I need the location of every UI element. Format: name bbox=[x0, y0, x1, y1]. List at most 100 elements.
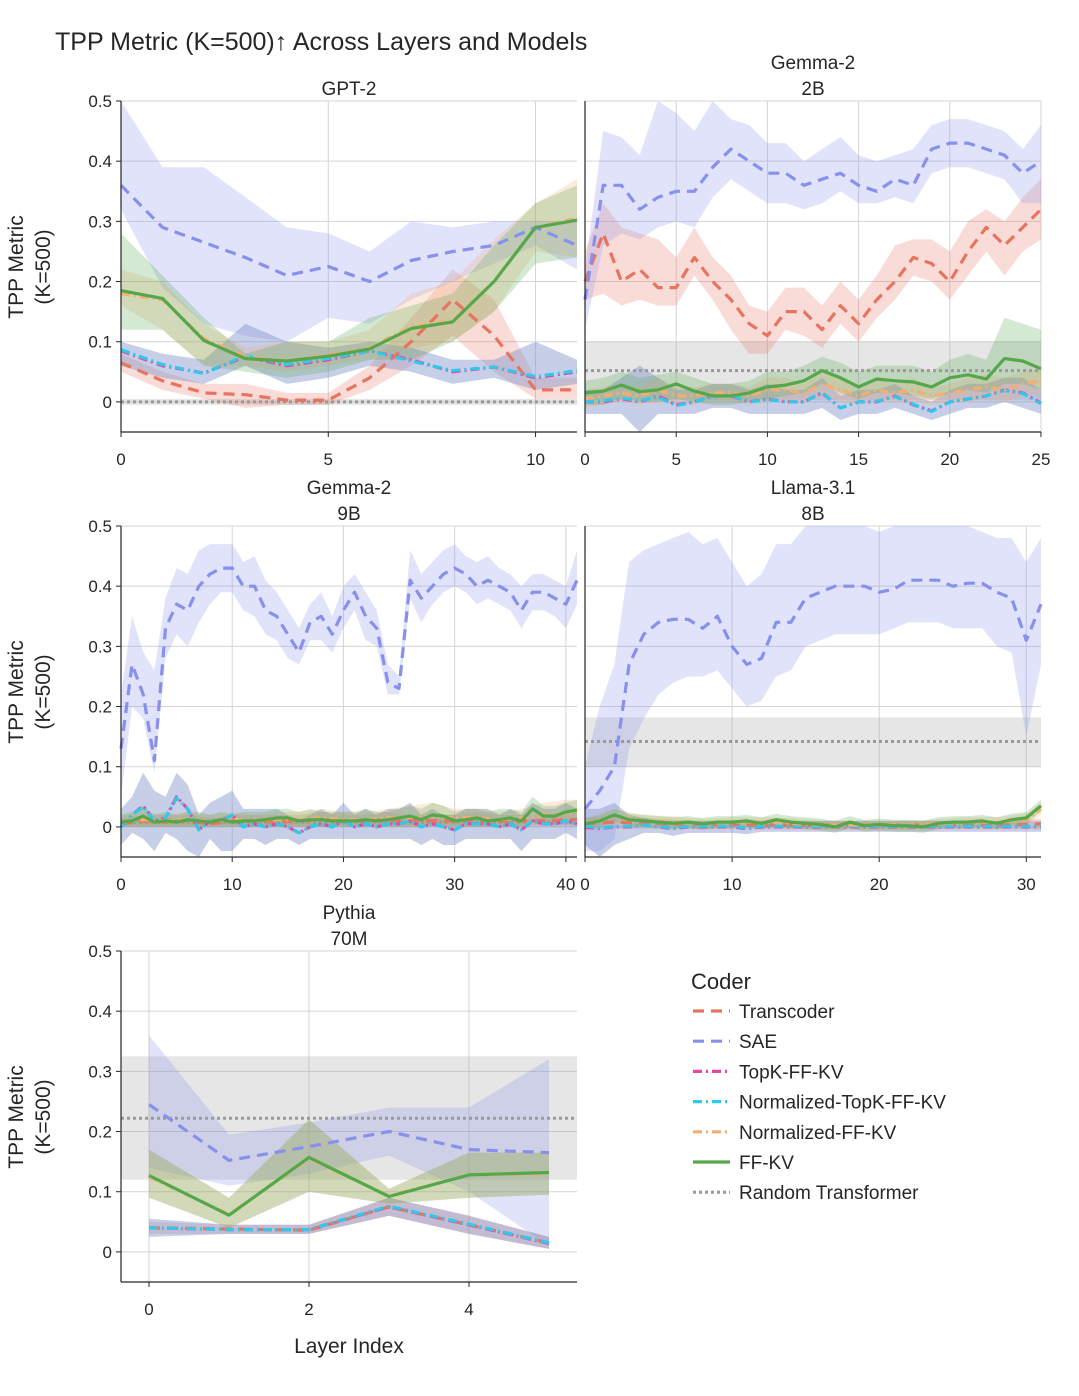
subplot-title-line2: 2B bbox=[801, 79, 824, 100]
legend-item-transcoder: Transcoder bbox=[693, 1002, 835, 1023]
subplot-title-line1: Llama-3.1 bbox=[771, 478, 856, 499]
ci-band-topk-ff-kv bbox=[149, 1197, 549, 1249]
y-tick-label: 0.4 bbox=[88, 577, 112, 596]
y-tick-label: 0.4 bbox=[88, 152, 112, 171]
x-tick-label: 40 bbox=[556, 875, 575, 894]
y-axis-label-line2: (K=500) bbox=[32, 654, 55, 729]
ci-band-normalized-topk-ff-kv bbox=[149, 1197, 549, 1249]
x-tick-label: 5 bbox=[671, 450, 680, 469]
legend-label: Normalized-FF-KV bbox=[739, 1123, 897, 1144]
ci-band-normalized-topk-ff-kv bbox=[585, 802, 1041, 857]
series-line-ff-kv bbox=[584, 804, 1043, 829]
subplot-gpt-2: 0 5 10 0 0.1 0.2 0.3 0.4 0.5 GPT-2 bbox=[88, 79, 578, 469]
legend-item-ff-kv: FF-KV bbox=[693, 1153, 794, 1174]
y-tick-label: 0.1 bbox=[88, 1183, 112, 1202]
x-tick-label: 20 bbox=[870, 875, 889, 894]
ci-band-normalized-topk-ff-kv bbox=[121, 772, 577, 857]
ci-band-topk-ff-kv bbox=[121, 772, 577, 857]
series-line-sae bbox=[583, 578, 1043, 810]
x-tick-label: 4 bbox=[464, 1300, 473, 1319]
ci-band-topk-ff-kv bbox=[585, 802, 1041, 857]
legend: Coder Transcoder SAE TopK-FF-KV Normalized-… bbox=[691, 969, 946, 1204]
series-line-normalized-topk-ff-kv bbox=[119, 796, 578, 835]
y-axis-label-row-2: TPP Metric (K=500) bbox=[5, 640, 55, 743]
legend-label: TopK-FF-KV bbox=[739, 1062, 844, 1083]
series-line-sae bbox=[148, 1103, 550, 1163]
legend-item-normalized-topk-ff-kv: Normalized-TopK-FF-KV bbox=[693, 1093, 946, 1114]
subplot-title-line1: Pythia bbox=[323, 903, 376, 924]
subplot-title-line2: 70M bbox=[331, 929, 368, 950]
legend-label: FF-KV bbox=[739, 1153, 794, 1174]
subplot-title-line1: Gemma-2 bbox=[771, 53, 855, 74]
y-axis-label-line1: TPP Metric bbox=[5, 1065, 28, 1168]
series-line-sae bbox=[119, 566, 579, 763]
subplot-gemma-2-9b: 0 10 20 30 40 0 0.1 0.2 0.3 0.4 0.5 Gemma-2 9B bbox=[88, 478, 579, 894]
y-tick-label: 0.5 bbox=[88, 517, 112, 536]
series-line-normalized-ff-kv bbox=[584, 379, 1042, 401]
y-axis-label-line1: TPP Metric bbox=[5, 640, 28, 743]
ci-band-sae bbox=[585, 526, 1041, 851]
subplot-pythia-70m: 0 2 4 0 0.1 0.2 0.3 0.4 0.5 Pythia 70M bbox=[88, 903, 577, 1319]
x-axis-label: Layer Index bbox=[294, 1335, 404, 1358]
legend-label: Normalized-TopK-FF-KV bbox=[739, 1093, 946, 1114]
legend-item-sae: SAE bbox=[693, 1032, 777, 1053]
ci-band-transcoder bbox=[149, 1197, 549, 1249]
y-tick-label: 0.1 bbox=[88, 333, 112, 352]
ci-band-transcoder bbox=[585, 179, 1041, 354]
y-axis-label-line2: (K=500) bbox=[32, 229, 55, 304]
series-line-normalized-topk-ff-kv bbox=[120, 348, 578, 379]
y-tick-label: 0.4 bbox=[88, 1002, 112, 1021]
series-line-normalized-topk-ff-kv bbox=[584, 388, 1042, 414]
x-tick-label: 5 bbox=[324, 450, 333, 469]
x-tick-label: 0 bbox=[580, 450, 589, 469]
ci-band-ff-kv bbox=[121, 185, 577, 378]
x-tick-label: 10 bbox=[223, 875, 242, 894]
x-tick-label: 10 bbox=[758, 450, 777, 469]
x-tick-label: 0 bbox=[116, 450, 125, 469]
series-line-ff-kv bbox=[584, 357, 1042, 398]
x-tick-label: 15 bbox=[849, 450, 868, 469]
series-line-transcoder bbox=[148, 1205, 550, 1245]
legend-label: Transcoder bbox=[739, 1002, 835, 1023]
legend-label: SAE bbox=[739, 1032, 777, 1053]
subplot-title-line2: 9B bbox=[337, 504, 360, 525]
x-tick-label: 0 bbox=[580, 875, 589, 894]
series-line-ff-kv bbox=[120, 807, 578, 824]
series-line-sae bbox=[583, 141, 1042, 300]
y-tick-label: 0.1 bbox=[88, 758, 112, 777]
x-tick-label: 0 bbox=[144, 1300, 153, 1319]
subplot-title-line1: Gemma-2 bbox=[307, 478, 391, 499]
series-line-sae bbox=[119, 184, 578, 284]
x-tick-label: 20 bbox=[940, 450, 959, 469]
ci-band-ff-kv bbox=[585, 317, 1041, 405]
y-tick-label: 0.3 bbox=[88, 1062, 112, 1081]
series-line-normalized-topk-ff-kv bbox=[584, 823, 1041, 830]
series-line-ff-kv bbox=[120, 218, 578, 363]
y-tick-label: 0 bbox=[103, 1243, 112, 1262]
legend-item-normalized-ff-kv: Normalized-FF-KV bbox=[693, 1123, 897, 1144]
y-tick-label: 0.3 bbox=[88, 212, 112, 231]
y-tick-label: 0 bbox=[103, 818, 112, 837]
y-axis-label-row-3: TPP Metric (K=500) bbox=[5, 1065, 55, 1168]
subplot-gemma-2-2b: 0 5 10 15 20 25 Gemma-2 2B bbox=[580, 53, 1050, 469]
x-tick-label: 2 bbox=[304, 1300, 313, 1319]
ci-band-transcoder bbox=[121, 269, 577, 408]
y-axis-label-line2: (K=500) bbox=[32, 1079, 55, 1154]
x-tick-label: 0 bbox=[116, 875, 125, 894]
y-tick-label: 0.2 bbox=[88, 273, 112, 292]
y-axis-label-line1: TPP Metric bbox=[5, 215, 28, 318]
legend-item-random-transformer: Random Transformer bbox=[693, 1183, 919, 1204]
legend-item-topk-ff-kv: TopK-FF-KV bbox=[693, 1062, 844, 1083]
subplot-title-line1: GPT-2 bbox=[322, 79, 377, 100]
x-tick-label: 10 bbox=[723, 875, 742, 894]
legend-title: Coder bbox=[691, 969, 751, 994]
figure-title: TPP Metric (K=500)↑ Across Layers and Mo… bbox=[55, 28, 587, 56]
x-tick-label: 10 bbox=[526, 450, 545, 469]
y-tick-label: 0.2 bbox=[88, 698, 112, 717]
subplot-title-line2: 8B bbox=[801, 504, 824, 525]
y-axis-label-row-1: TPP Metric (K=500) bbox=[5, 215, 55, 318]
y-tick-label: 0 bbox=[103, 393, 112, 412]
x-tick-label: 20 bbox=[334, 875, 353, 894]
